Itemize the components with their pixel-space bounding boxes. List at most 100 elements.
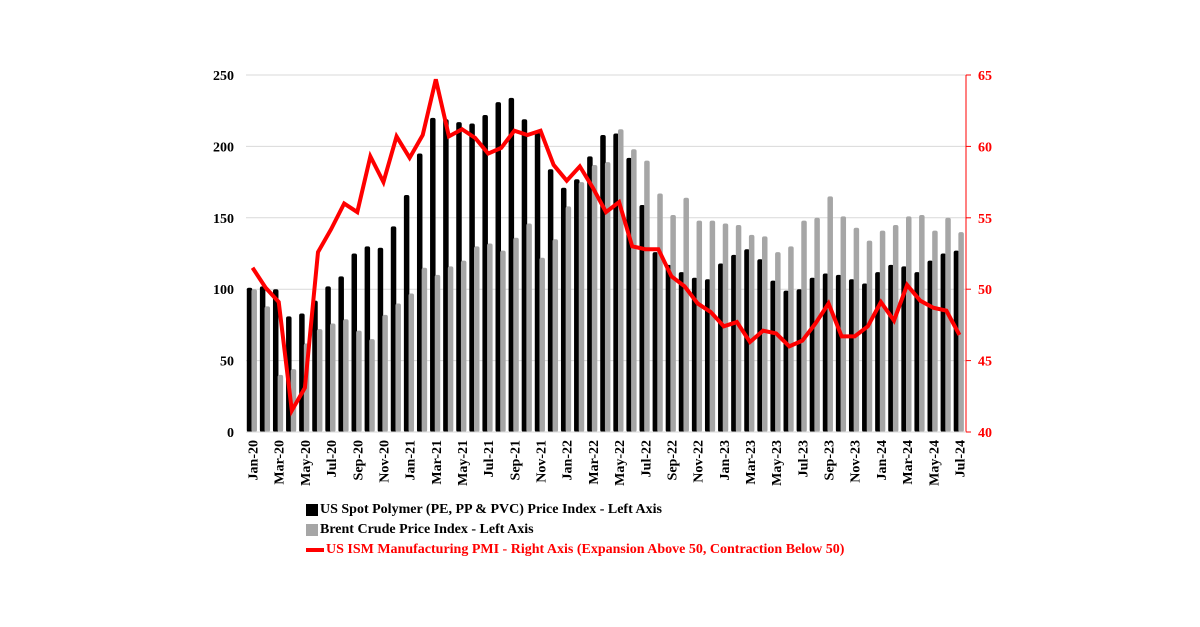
bar-polymer xyxy=(534,130,541,432)
bar-brent xyxy=(526,223,532,432)
bar-polymer xyxy=(574,179,580,432)
x-tick-label: Jan-24 xyxy=(875,440,890,480)
bar-brent xyxy=(513,237,519,432)
legend-swatch-red-line xyxy=(306,548,324,552)
x-tick-label: Jul-21 xyxy=(482,440,497,477)
bar-brent xyxy=(591,164,598,433)
x-tick-label: Jul-20 xyxy=(325,440,340,477)
bar-brent xyxy=(565,206,572,432)
x-tick-label: Jan-22 xyxy=(561,440,576,480)
bar-polymer xyxy=(403,194,410,432)
bar-polymer xyxy=(364,246,371,432)
bar-brent xyxy=(316,329,323,432)
bar-polymer xyxy=(587,156,593,432)
y-right-tick-label: 50 xyxy=(978,283,992,298)
bar-brent xyxy=(251,289,257,432)
bar-brent xyxy=(369,339,375,432)
y-right-tick-label: 60 xyxy=(978,140,992,155)
bar-polymer xyxy=(377,247,384,432)
bar-brent xyxy=(840,216,847,432)
x-tick-label: Nov-22 xyxy=(692,440,707,483)
bar-brent xyxy=(670,214,676,432)
bar-brent xyxy=(814,217,820,432)
bar-polymer xyxy=(430,117,436,432)
bar-brent xyxy=(277,374,284,432)
bar-brent xyxy=(709,220,716,432)
bar-brent xyxy=(892,224,899,432)
x-tick-label: Mar-20 xyxy=(273,440,288,485)
y-left-tick-label: 250 xyxy=(213,69,234,84)
x-tick-label: May-21 xyxy=(456,440,471,486)
bar-brent xyxy=(801,220,807,432)
x-tick-label: May-23 xyxy=(770,440,785,486)
bar-polymer xyxy=(901,266,907,432)
bar-polymer xyxy=(272,289,279,432)
bar-polymer xyxy=(796,289,803,432)
bar-polymer xyxy=(312,300,318,432)
legend-swatch-gray xyxy=(306,524,318,536)
x-tick-label: May-22 xyxy=(613,440,628,486)
x-tick-label: Mar-23 xyxy=(744,440,759,485)
bar-polymer xyxy=(495,102,502,432)
bar-polymer xyxy=(390,226,397,432)
bar-polymer xyxy=(718,263,724,432)
x-tick-label: Mar-24 xyxy=(901,440,916,485)
bar-polymer xyxy=(482,114,488,432)
bar-polymer xyxy=(783,290,790,432)
x-tick-label: Sep-20 xyxy=(351,440,366,480)
bar-polymer xyxy=(299,313,305,432)
bar-brent xyxy=(408,293,415,432)
bar-polymer xyxy=(809,277,816,432)
bar-brent xyxy=(487,243,493,432)
x-tick-label: Jul-24 xyxy=(953,440,968,477)
bar-brent xyxy=(775,252,781,432)
bar-polymer xyxy=(547,169,554,433)
bar-polymer xyxy=(351,253,358,432)
x-tick-label: Nov-20 xyxy=(377,440,392,483)
y-right-tick-label: 65 xyxy=(978,69,992,84)
bar-polymer xyxy=(338,276,344,432)
bar-brent xyxy=(618,129,624,432)
bar-brent xyxy=(748,234,755,432)
y-left-tick-label: 100 xyxy=(213,283,234,298)
legend-swatch-black xyxy=(306,504,318,516)
bar-brent xyxy=(631,149,637,433)
y-left-tick-label: 200 xyxy=(213,140,234,155)
bar-polymer xyxy=(665,264,672,432)
x-tick-label: Jan-20 xyxy=(247,440,262,480)
x-tick-label: Mar-22 xyxy=(587,440,602,485)
legend-label: Brent Crude Price Index - Left Axis xyxy=(320,522,534,537)
x-tick-label: Nov-23 xyxy=(849,440,864,483)
x-tick-label: Mar-21 xyxy=(430,440,445,485)
y-right-tick-label: 40 xyxy=(978,426,992,441)
bar-brent xyxy=(421,267,428,432)
bar-polymer xyxy=(888,264,894,432)
bar-brent xyxy=(853,227,860,432)
bar-brent xyxy=(578,182,585,432)
legend-label: US Spot Polymer (PE, PP & PVC) Price Ind… xyxy=(320,502,662,517)
bar-polymer xyxy=(770,280,776,432)
bar-brent xyxy=(657,193,663,432)
bar-brent xyxy=(290,369,297,432)
bar-polymer xyxy=(246,287,253,432)
bar-brent xyxy=(330,323,336,432)
bar-brent xyxy=(460,260,467,432)
bar-brent xyxy=(958,232,964,432)
x-tick-label: Sep-21 xyxy=(508,440,523,480)
bar-brent xyxy=(356,330,362,432)
x-tick-label: Jan-23 xyxy=(718,440,733,480)
bar-brent xyxy=(906,216,912,432)
bar-brent xyxy=(382,314,388,432)
bar-brent xyxy=(696,220,703,432)
legend: US Spot Polymer (PE, PP & PVC) Price Ind… xyxy=(306,500,844,560)
bar-brent xyxy=(932,230,938,432)
bar-polymer xyxy=(940,253,947,432)
bar-brent xyxy=(762,236,768,432)
bar-polymer xyxy=(691,277,698,432)
bar-polymer xyxy=(757,259,763,432)
x-tick-label: May-24 xyxy=(927,440,942,486)
x-tick-label: Sep-23 xyxy=(823,440,838,480)
bar-polymer xyxy=(704,279,711,432)
bar-polymer xyxy=(953,250,960,432)
